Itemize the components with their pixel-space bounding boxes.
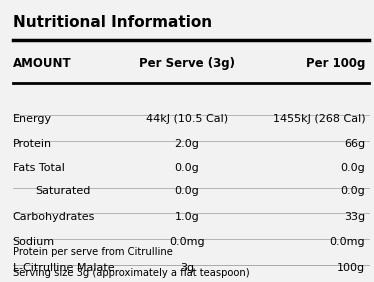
Text: 44kJ (10.5 Cal): 44kJ (10.5 Cal) [146, 114, 228, 124]
Text: 3g: 3g [180, 263, 194, 273]
Text: Energy: Energy [12, 114, 52, 124]
Text: 2.0g: 2.0g [175, 139, 199, 149]
Text: Serving size 3g (approximately a flat teaspoon): Serving size 3g (approximately a flat te… [12, 268, 249, 278]
Text: 0.0mg: 0.0mg [169, 237, 205, 247]
Text: AMOUNT: AMOUNT [12, 57, 71, 70]
Text: 33g: 33g [344, 212, 365, 222]
Text: 0.0g: 0.0g [340, 186, 365, 196]
Text: 0.0g: 0.0g [175, 186, 199, 196]
Text: 0.0mg: 0.0mg [329, 237, 365, 247]
Text: Protein: Protein [12, 139, 52, 149]
Text: 1.0g: 1.0g [175, 212, 199, 222]
Text: Protein per serve from Citrulline: Protein per serve from Citrulline [12, 247, 172, 257]
Text: Sodium: Sodium [12, 237, 55, 247]
Text: 100g: 100g [337, 263, 365, 273]
Text: Carbohydrates: Carbohydrates [12, 212, 95, 222]
Text: Saturated: Saturated [35, 186, 90, 196]
Text: 0.0g: 0.0g [340, 163, 365, 173]
Text: Nutritional Information: Nutritional Information [12, 15, 212, 30]
Text: Fats Total: Fats Total [12, 163, 64, 173]
Text: 1455kJ (268 Cal): 1455kJ (268 Cal) [273, 114, 365, 124]
Text: Per 100g: Per 100g [306, 57, 365, 70]
Text: 66g: 66g [344, 139, 365, 149]
Text: 0.0g: 0.0g [175, 163, 199, 173]
Text: L-Citrulline Malate: L-Citrulline Malate [12, 263, 114, 273]
Text: Per Serve (3g): Per Serve (3g) [139, 57, 235, 70]
